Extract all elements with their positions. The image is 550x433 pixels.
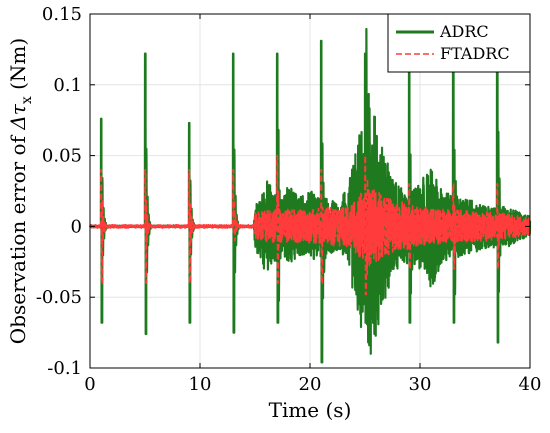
y-tick-label: 0 — [71, 216, 82, 237]
y-tick-label: 0.15 — [42, 4, 82, 25]
y-tick-label: 0.05 — [42, 146, 82, 167]
y-axis-label-subscript: x — [19, 96, 35, 104]
x-tick-label: 10 — [189, 374, 212, 395]
series-layer — [89, 27, 532, 364]
y-axis-label-prefix: Observation error of — [6, 130, 30, 345]
legend-label-ftadrc: FTADRC — [440, 44, 510, 63]
x-tick-label: 20 — [299, 374, 322, 395]
legend: ADRC FTADRC — [387, 13, 531, 73]
y-axis-label-unit: (Nm) — [6, 38, 30, 96]
legend-box — [387, 13, 531, 73]
x-tick-label: 40 — [519, 374, 542, 395]
legend-label-adrc: ADRC — [439, 22, 489, 41]
x-axis-label: Time (s) — [269, 398, 352, 422]
axis-ticks: 0 10 20 30 40 -0.1 -0.05 0 0.05 0.1 0.15 — [36, 4, 542, 395]
y-tick-label: -0.05 — [36, 287, 82, 308]
y-tick-label: -0.1 — [47, 358, 82, 379]
y-tick-label: 0.1 — [53, 75, 82, 96]
y-axis-label: Observation error of Δτx (Nm) — [6, 38, 35, 344]
x-tick-label: 30 — [409, 374, 432, 395]
x-tick-label: 0 — [84, 374, 95, 395]
series-line-ftadrc — [89, 154, 531, 296]
y-axis-label-symbol: Δτ — [6, 103, 30, 130]
